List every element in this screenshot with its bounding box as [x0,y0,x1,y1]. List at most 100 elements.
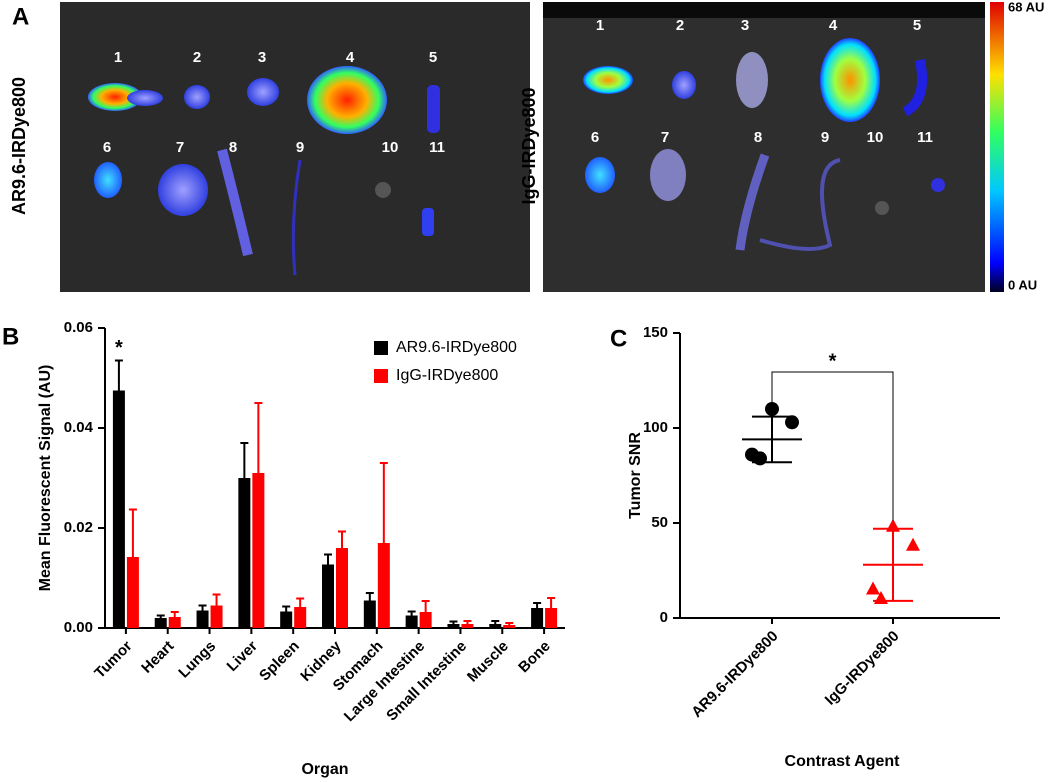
x-tick-label: Spleen [256,638,303,685]
bar [154,618,167,628]
x-tick-label: Muscle [464,638,512,686]
error-bar [282,605,291,612]
error-bar [491,620,500,624]
x-axis-label: Contrast Agent [785,753,901,770]
point [753,451,767,466]
organ-number: 1 [596,17,604,34]
organ-number: 5 [913,17,921,34]
legend-label: IgG-IRDye800 [396,367,498,384]
panel-label: C [610,325,627,352]
y-tick-label: 0 [660,609,668,626]
bar [336,548,348,628]
image-label: IgG-IRDye800 [519,87,539,204]
error-bar [198,604,207,611]
panel-label: B [2,323,19,350]
sd-bar [752,415,792,464]
x-tick-label: IgG-IRDye800 [822,628,903,709]
point [765,402,779,416]
error-bar [212,593,221,606]
organ-number: 11 [429,139,445,156]
bar [168,617,181,628]
error-bar [407,610,416,616]
significance: * [829,350,837,372]
y-axis-label: Mean Fluorescent Signal (AU) [37,365,54,592]
organ-number: 8 [754,129,762,146]
y-tick-label: 100 [643,419,668,436]
x-tick-label: AR9.6-IRDye800 [688,628,781,721]
bar [461,624,474,628]
bar [280,611,293,628]
legend-label: AR9.6-IRDye800 [396,339,517,356]
y-tick-label: 0.02 [64,519,93,536]
axes [679,333,1000,619]
x-tick-label: Bone [515,638,554,677]
error-bar [338,530,346,548]
x-tick-label: Liver [224,638,261,675]
panel-label: A [12,3,29,30]
organ-blobs [88,38,945,276]
bar [126,557,139,628]
y-axis-label: Tumor SNR [627,432,644,519]
significance: * [115,337,123,359]
colorbar-min-label: 0 AU [1008,277,1037,292]
image-right [543,2,985,292]
error-bar [533,602,542,608]
point [906,537,920,551]
error-bar [505,622,514,625]
x-tick-label: Tumor [91,638,135,682]
organ-number: 6 [103,139,111,156]
legend-swatch [374,341,388,355]
bar [112,390,125,628]
colorbar-max-label: 68 AU [1008,0,1044,14]
organ-number: 4 [346,49,355,66]
organ-number: 4 [829,17,838,34]
y-tick-label: 0.06 [64,319,93,336]
bar [294,607,307,628]
image-left [60,2,530,292]
bar [196,610,209,628]
organ-number: 7 [176,139,184,156]
error-bar [547,597,556,608]
error-bar [156,614,165,618]
bar [363,600,376,628]
point [785,415,799,430]
image-edge [543,2,985,18]
error-bar [254,402,263,473]
bar [377,543,390,628]
error-bar [170,611,179,617]
error-bar [240,442,249,478]
y-tick-label: 50 [651,514,668,531]
organ-number: 1 [114,49,122,66]
error-bar [114,359,123,391]
image-label: AR9.6-IRDye800 [9,77,29,215]
organ-number: 3 [741,17,749,34]
y-tick-label: 0.00 [64,619,93,636]
bar [489,624,502,628]
bar [405,615,418,628]
organ-number: 5 [429,49,437,66]
bar [322,564,334,628]
y-tick-label: 0.04 [64,419,94,436]
organ-number: 2 [193,49,201,66]
y-tick-label: 150 [643,324,668,341]
x-tick-label: Lungs [175,638,219,682]
organ-number: 9 [296,139,304,156]
organ-number: 11 [917,129,933,146]
organ-number: 10 [867,129,884,146]
error-bar [421,600,430,612]
bar [238,478,251,628]
x-axis-label: Organ [301,761,348,778]
bar [210,605,223,628]
bar [447,624,460,628]
point [866,581,880,595]
bar [531,608,544,628]
bar [252,473,265,628]
organ-number: 3 [258,49,266,66]
bar [503,625,516,628]
bar [419,612,432,628]
organ-number: 9 [821,129,829,146]
organ-number: 6 [591,129,599,146]
significance-bracket [771,371,894,521]
error-bar [365,592,374,601]
